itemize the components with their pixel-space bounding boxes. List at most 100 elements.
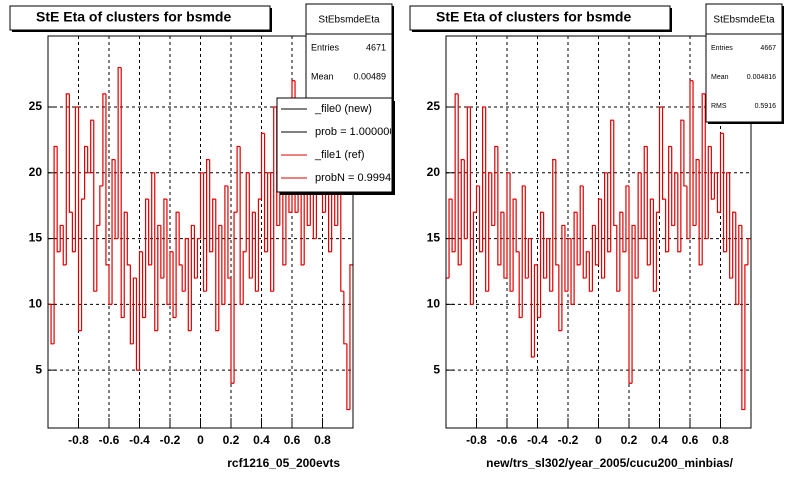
y-tick-label: 5: [35, 362, 42, 376]
bin: [561, 224, 565, 331]
bin: [546, 237, 550, 279]
legend-entry: probN = 0.99944: [315, 172, 397, 184]
bin: [90, 119, 94, 173]
bin: [573, 211, 578, 305]
bin: [512, 198, 517, 292]
bin: [485, 107, 489, 292]
bin: [716, 172, 721, 213]
stats-label: Mean: [311, 71, 334, 81]
bin: [77, 107, 82, 332]
bin: [230, 278, 235, 384]
stats-label: RMS: [711, 103, 727, 110]
bin: [591, 224, 596, 292]
bin: [747, 237, 751, 265]
bin: [227, 185, 231, 279]
bin: [674, 172, 678, 226]
bin: [695, 159, 700, 226]
bin: [564, 225, 568, 292]
bin: [59, 224, 64, 252]
bin: [491, 172, 495, 227]
bin: [160, 225, 164, 279]
y-tick-label: 15: [29, 231, 43, 245]
bin: [454, 93, 459, 252]
bin: [212, 198, 216, 252]
legend-entry: prob = 1.000000: [315, 126, 395, 138]
x-tick-label: -0.6: [497, 433, 518, 447]
bin: [482, 106, 486, 252]
bin: [135, 278, 140, 371]
bin: [267, 172, 271, 252]
y-tick-label: 15: [427, 231, 441, 245]
bin: [56, 146, 61, 253]
x-tick-label: 0.4: [651, 433, 668, 447]
bin: [340, 172, 344, 292]
bin: [105, 93, 109, 266]
bin: [503, 212, 507, 279]
bin: [729, 172, 733, 279]
bin: [132, 277, 137, 344]
bin: [245, 172, 250, 252]
y-tick-label: 25: [427, 99, 441, 113]
bin: [506, 172, 511, 279]
bin: [187, 238, 192, 332]
bin: [472, 211, 477, 305]
bin: [215, 199, 219, 332]
title-box: [9, 5, 271, 31]
bin: [539, 211, 544, 318]
x-tick-label: 0.6: [682, 433, 699, 447]
bin: [151, 172, 155, 265]
bin: [543, 212, 547, 279]
bin: [141, 251, 146, 319]
bin: [163, 198, 167, 279]
bin: [193, 225, 198, 279]
bin: [154, 172, 158, 332]
bin: [622, 212, 626, 253]
bin: [576, 212, 581, 266]
x-tick-label: -0.8: [68, 433, 89, 447]
bin: [346, 343, 350, 411]
bin: [242, 251, 247, 305]
bin: [126, 212, 131, 266]
bin: [181, 264, 186, 292]
bin: [726, 172, 730, 252]
bin: [646, 146, 651, 266]
bin: [567, 237, 572, 292]
bin: [610, 119, 614, 252]
x-tick-label: -0.8: [466, 433, 487, 447]
bin: [686, 185, 690, 240]
bin: [707, 145, 712, 239]
bin: [744, 264, 748, 410]
bin: [175, 211, 180, 318]
x-tick-label: -0.4: [527, 433, 548, 447]
x-tick-label: 0.8: [712, 433, 729, 447]
bin: [157, 224, 161, 331]
x-tick-label: 0.2: [223, 433, 240, 447]
x-tick-label: -0.6: [99, 433, 120, 447]
stats-box: [705, 3, 783, 123]
bin: [536, 264, 541, 319]
bin: [224, 185, 228, 305]
bin: [518, 251, 523, 319]
bin: [680, 119, 684, 252]
bin: [120, 67, 125, 319]
bin: [668, 145, 672, 252]
x-tick-label: -0.2: [160, 433, 181, 447]
y-tick-label: 25: [29, 99, 43, 113]
bin: [704, 93, 709, 240]
bin: [655, 211, 660, 292]
bin: [579, 185, 584, 265]
bin: [218, 224, 222, 331]
bin: [631, 224, 636, 384]
bin: [637, 172, 642, 279]
bin: [643, 145, 648, 239]
stats-value: 4667: [760, 45, 776, 52]
x-tick-label: 0: [197, 433, 204, 447]
bin: [343, 291, 347, 345]
stats-title: StEbsmdeEta: [318, 15, 380, 26]
bin: [448, 198, 453, 279]
bin: [466, 106, 471, 239]
bin: [722, 133, 727, 253]
bin: [84, 145, 88, 200]
